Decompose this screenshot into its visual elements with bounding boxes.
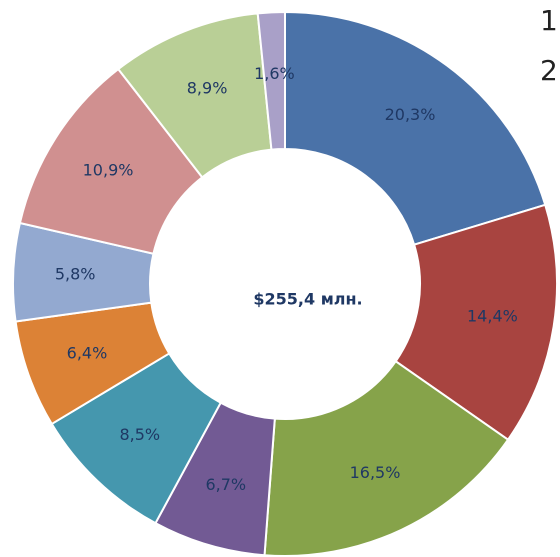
data-label: 8,5% [119,425,160,444]
donut-segment [284,10,547,246]
data-label: 10,9% [83,160,134,179]
data-label: 14,4% [467,306,518,325]
donut-segment [256,10,286,151]
center-label: $255,4 млн. [253,290,362,309]
data-label: 1,6% [254,64,295,83]
donut-segment [263,359,510,557]
data-label: 20,3% [385,105,436,124]
legend-fragment: 2 [540,54,558,87]
data-label: 6,4% [67,343,108,362]
data-label: 16,5% [350,463,401,482]
donut-segment [394,203,558,442]
data-label: 5,8% [55,264,96,283]
data-label: 6,7% [205,475,246,494]
legend-fragment: 1 [540,4,558,37]
data-label: 8,9% [187,78,228,97]
